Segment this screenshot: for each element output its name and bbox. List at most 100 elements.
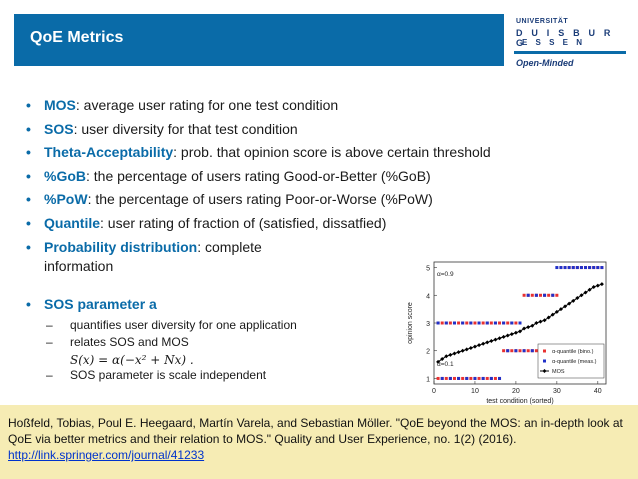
bino-quantile-point	[506, 321, 510, 325]
title-bar: QoE Metrics	[14, 14, 504, 66]
mos-point	[599, 282, 604, 287]
bino-quantile-point	[534, 349, 538, 353]
mos-point	[575, 296, 580, 301]
sos-formula: S(x) = α(−x² + Nx) .	[70, 353, 194, 368]
meas-quantile-point	[452, 321, 456, 325]
page-title: QoE Metrics	[30, 29, 124, 46]
bullet-keyword: MOS	[44, 97, 76, 113]
meas-quantile-point	[559, 266, 563, 270]
bullet-theta: • Theta-Acceptability: prob. that opinion…	[26, 143, 616, 162]
mos-point	[579, 293, 584, 298]
bullet-dot: •	[26, 238, 31, 255]
slide-header: QoE Metrics UNIVERSITÄT D U I S B U R G …	[0, 0, 638, 82]
mos-point	[444, 354, 449, 359]
bino-quantile-point	[522, 293, 526, 297]
mos-point	[493, 337, 498, 342]
mos-point	[452, 351, 457, 356]
meas-quantile-point	[481, 376, 485, 380]
legend-marker	[542, 369, 547, 373]
x-tick-label: 30	[553, 388, 561, 395]
y-tick-label: 3	[426, 321, 430, 328]
bullet-text: : prob. that opinion score is above cert…	[173, 144, 491, 161]
bullet-text: : average user rating for one test condi…	[75, 97, 339, 113]
bino-quantile-point	[477, 376, 481, 380]
annotation-alpha-high: α=0.9	[437, 271, 454, 278]
bullet-dot: •	[26, 120, 31, 137]
meas-quantile-point	[448, 376, 452, 380]
meas-quantile-point	[514, 349, 518, 353]
sub-bullet-2: – relates SOS and MOS	[46, 335, 616, 350]
bullet-dot: •	[26, 295, 31, 312]
meas-quantile-point	[584, 266, 588, 270]
logo-line-2: D U I S B U R G	[516, 28, 614, 48]
mos-point	[587, 287, 592, 292]
mos-point	[456, 350, 461, 355]
university-logo: UNIVERSITÄT D U I S B U R G E S S E N Op…	[514, 18, 626, 72]
meas-quantile-point	[493, 321, 497, 325]
y-tick-label: 4	[426, 293, 430, 300]
legend-marker	[543, 359, 546, 363]
meas-quantile-point	[489, 376, 493, 380]
mos-point	[509, 332, 514, 337]
meas-quantile-point	[465, 376, 469, 380]
mos-point	[513, 330, 518, 335]
legend-label: MOS	[552, 369, 565, 375]
bullet-keyword: Theta-Acceptability	[44, 144, 174, 161]
bino-quantile-point	[440, 321, 444, 325]
x-tick-label: 10	[471, 388, 479, 395]
meas-quantile-point	[534, 293, 538, 297]
bullet-list: • MOS: average user rating for one test c…	[26, 96, 616, 385]
bino-quantile-point	[457, 321, 461, 325]
meas-quantile-point	[579, 266, 583, 270]
sub-bullet-3: – SOS parameter is scale independent	[46, 368, 616, 383]
logo-tagline: Open-Minded	[516, 58, 574, 68]
mos-point	[505, 333, 510, 338]
bullet-keyword: Probability distribution	[44, 238, 198, 255]
reference-link[interactable]: http://link.springer.com/journal/41233	[8, 448, 205, 462]
bino-quantile-point	[514, 321, 518, 325]
bullet-dot: •	[26, 167, 31, 184]
mos-point	[595, 283, 600, 288]
meas-quantile-point	[457, 376, 461, 380]
legend-marker	[543, 349, 546, 353]
meas-quantile-point	[567, 266, 571, 270]
mos-point	[464, 347, 469, 352]
meas-quantile-point	[440, 376, 444, 380]
sub-bullet-dash: –	[46, 335, 53, 350]
meas-quantile-point	[522, 349, 526, 353]
meas-quantile-point	[498, 376, 502, 380]
bino-quantile-point	[444, 376, 448, 380]
meas-quantile-point	[510, 321, 514, 325]
sub-bullet-text: SOS parameter is scale independent	[70, 368, 267, 383]
mos-point	[448, 352, 453, 357]
mos-point	[546, 315, 551, 320]
x-tick-label: 0	[432, 388, 436, 395]
mos-point	[530, 323, 535, 328]
mos-point	[518, 329, 522, 334]
bino-quantile-point	[555, 293, 559, 297]
mos-point	[538, 319, 543, 324]
bullet-keyword: SOS	[44, 120, 74, 137]
bullet-keyword: SOS parameter a	[44, 295, 157, 312]
meas-quantile-point	[502, 321, 506, 325]
legend-label: α-quantile (meas.)	[552, 359, 597, 365]
reference-citation: Hoßfeld, Tobias, Poul E. Heegaard, Martí…	[8, 416, 623, 446]
mos-point	[477, 343, 482, 348]
bino-quantile-point	[502, 349, 506, 353]
meas-quantile-point	[461, 321, 465, 325]
meas-quantile-point	[563, 266, 567, 270]
meas-quantile-point	[469, 321, 473, 325]
mos-point	[550, 312, 555, 317]
meas-quantile-point	[444, 321, 448, 325]
sub-bullet-dash: –	[46, 368, 53, 383]
meas-quantile-point	[571, 266, 575, 270]
y-tick-label: 5	[426, 266, 430, 273]
mos-point	[468, 345, 473, 350]
bino-quantile-point	[493, 376, 497, 380]
mos-point	[563, 304, 568, 309]
mos-point	[436, 359, 441, 364]
bino-quantile-point	[469, 376, 473, 380]
mos-point	[497, 336, 502, 341]
opinion-score-chart: 1 2 3 4 5 0 10 20 30 40 test condition (sorted) opi…	[407, 261, 607, 405]
meas-quantile-point	[518, 321, 522, 325]
